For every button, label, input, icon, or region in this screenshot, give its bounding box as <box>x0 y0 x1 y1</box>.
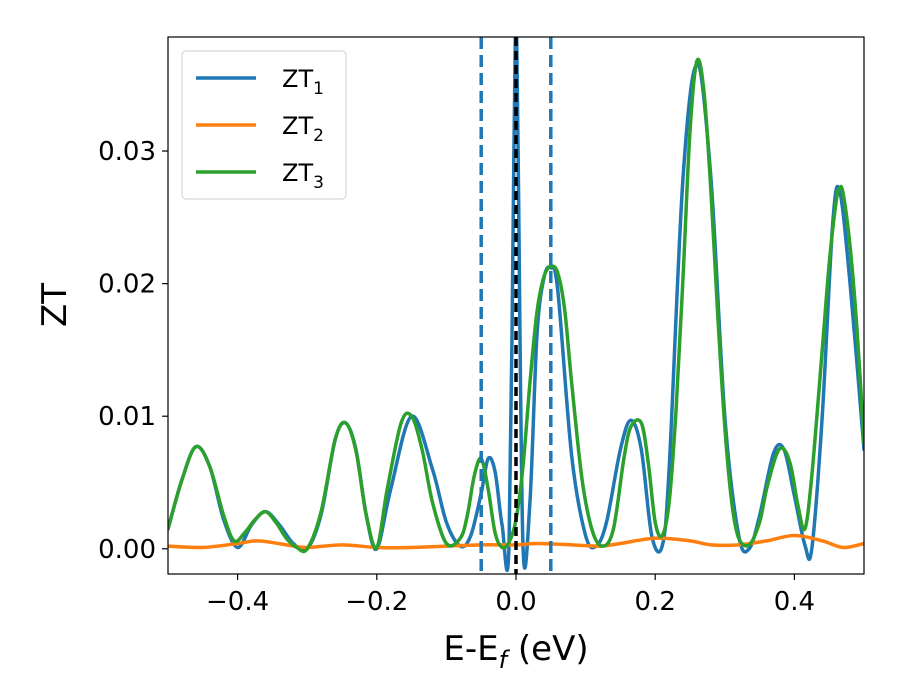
y-tick-label: 0.03 <box>98 137 156 167</box>
legend-box <box>181 50 347 200</box>
series-line-zt3 <box>168 57 864 554</box>
y-tick-label: 0.01 <box>98 402 156 432</box>
x-tick-label: 0.0 <box>495 587 536 617</box>
x-tick-label: −0.4 <box>206 587 269 617</box>
x-tick-label: 0.2 <box>635 587 676 617</box>
x-tick-label: 0.4 <box>774 587 815 617</box>
y-axis-label: ZT <box>35 283 75 327</box>
x-tick-label: −0.2 <box>345 587 408 617</box>
y-tick-label: 0.02 <box>98 270 156 300</box>
y-tick-label: 0.00 <box>98 535 156 565</box>
ticks-layer: −0.4 −0.2 0.0 0.2 0.4 0.00 0.01 0.02 0.03 <box>98 137 815 617</box>
series-line-zt2 <box>168 533 864 550</box>
x-axis-label: E-Ef (eV) <box>443 629 588 674</box>
series-layer <box>168 37 864 574</box>
